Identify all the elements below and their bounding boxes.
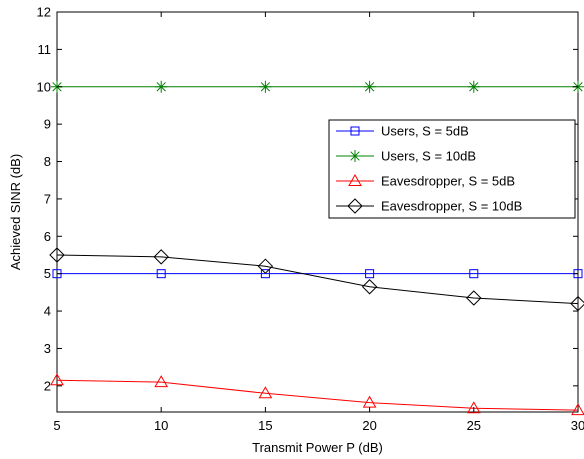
series-layer — [49, 80, 584, 416]
y-tick-label: 9 — [44, 117, 51, 132]
point-diamond — [49, 247, 65, 263]
y-tick-label: 8 — [44, 154, 51, 169]
series-3 — [50, 373, 584, 416]
x-tick-label: 30 — [571, 418, 584, 433]
x-tick-label: 15 — [258, 418, 272, 433]
point-asterisk — [259, 80, 272, 93]
y-tick-label: 12 — [37, 5, 51, 20]
point-asterisk — [155, 80, 168, 93]
point-diamond — [257, 258, 274, 274]
legend-label: Eavesdropper, S = 10dB — [381, 199, 522, 214]
y-tick-label: 2 — [44, 378, 51, 393]
point-triangle — [50, 373, 64, 386]
point-asterisk — [349, 150, 361, 162]
y-tick-label: 5 — [44, 266, 51, 281]
series-1 — [52, 269, 583, 279]
point-triangle — [258, 386, 273, 399]
point-asterisk — [467, 80, 480, 93]
point-square — [469, 269, 479, 279]
point-triangle — [466, 401, 481, 414]
point-diamond — [347, 198, 363, 214]
y-tick-label: 10 — [37, 79, 51, 94]
legend-label: Users, S = 5dB — [381, 124, 469, 139]
point-square — [365, 269, 375, 279]
x-tick-label: 20 — [362, 418, 376, 433]
legend-entry: Users, S = 10dB — [336, 149, 476, 164]
series-line — [56, 254, 579, 305]
legend-label: Users, S = 10dB — [381, 149, 476, 164]
point-triangle — [571, 403, 584, 416]
y-tick-label: 3 — [44, 341, 51, 356]
y-tick-label: 6 — [44, 229, 51, 244]
point-asterisk — [363, 80, 376, 93]
series-line — [56, 379, 579, 411]
y-axis-label: Achieved SINR (dB) — [8, 154, 23, 270]
series-4 — [49, 247, 584, 312]
y-tick-label: 4 — [44, 304, 51, 319]
legend: Users, S = 5dB Users, S = 10dB Eavesdroppe… — [328, 119, 576, 219]
legend-entry: Users, S = 5dB — [336, 124, 469, 139]
x-tick-label: 25 — [467, 418, 481, 433]
legend-label: Eavesdropper, S = 5dB — [381, 174, 515, 189]
x-tick-label: 10 — [154, 418, 168, 433]
point-diamond — [466, 290, 482, 306]
legend-box — [328, 119, 576, 219]
point-square — [156, 269, 166, 279]
point-square — [350, 126, 360, 136]
y-tick-label: 7 — [44, 191, 51, 206]
ticks-layer: 5 10 15 20 25 30 2 3 4 5 6 7 8 9 10 11 12 — [37, 5, 584, 434]
point-diamond — [361, 279, 378, 295]
point-triangle — [348, 173, 362, 186]
point-triangle — [154, 375, 169, 388]
x-tick-label: 5 — [53, 418, 60, 433]
legend-entry: Eavesdropper, S = 5dB — [336, 174, 515, 189]
point-square — [260, 269, 270, 279]
point-diamond — [153, 249, 169, 265]
x-axis-label: Transmit Power P (dB) — [252, 440, 383, 455]
y-tick-label: 11 — [38, 42, 52, 57]
legend-entry: Eavesdropper, S = 10dB — [336, 198, 522, 214]
